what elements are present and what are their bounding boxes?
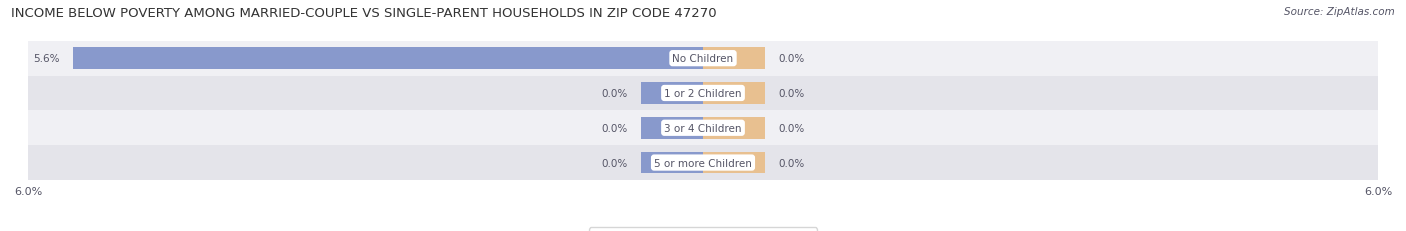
Bar	[28, 111, 1378, 146]
Text: 5 or more Children: 5 or more Children	[654, 158, 752, 168]
Text: 3 or 4 Children: 3 or 4 Children	[664, 123, 742, 133]
Text: 5.6%: 5.6%	[34, 54, 59, 64]
Bar	[28, 42, 1378, 76]
Bar	[641, 152, 703, 174]
Text: 0.0%: 0.0%	[602, 123, 627, 133]
Bar	[641, 83, 703, 104]
Text: INCOME BELOW POVERTY AMONG MARRIED-COUPLE VS SINGLE-PARENT HOUSEHOLDS IN ZIP COD: INCOME BELOW POVERTY AMONG MARRIED-COUPL…	[11, 7, 717, 20]
Text: 0.0%: 0.0%	[779, 88, 804, 99]
Bar	[703, 48, 765, 70]
Bar	[703, 152, 765, 174]
Bar	[73, 48, 703, 70]
Legend: Married Couples, Single Parents: Married Couples, Single Parents	[589, 228, 817, 231]
Bar	[641, 118, 703, 139]
Text: Source: ZipAtlas.com: Source: ZipAtlas.com	[1284, 7, 1395, 17]
Bar	[703, 83, 765, 104]
Text: No Children: No Children	[672, 54, 734, 64]
Text: 0.0%: 0.0%	[602, 158, 627, 168]
Bar	[703, 118, 765, 139]
Text: 1 or 2 Children: 1 or 2 Children	[664, 88, 742, 99]
Text: 0.0%: 0.0%	[779, 123, 804, 133]
Text: 0.0%: 0.0%	[602, 88, 627, 99]
Bar	[28, 146, 1378, 180]
Bar	[28, 76, 1378, 111]
Text: 0.0%: 0.0%	[779, 158, 804, 168]
Text: 0.0%: 0.0%	[779, 54, 804, 64]
